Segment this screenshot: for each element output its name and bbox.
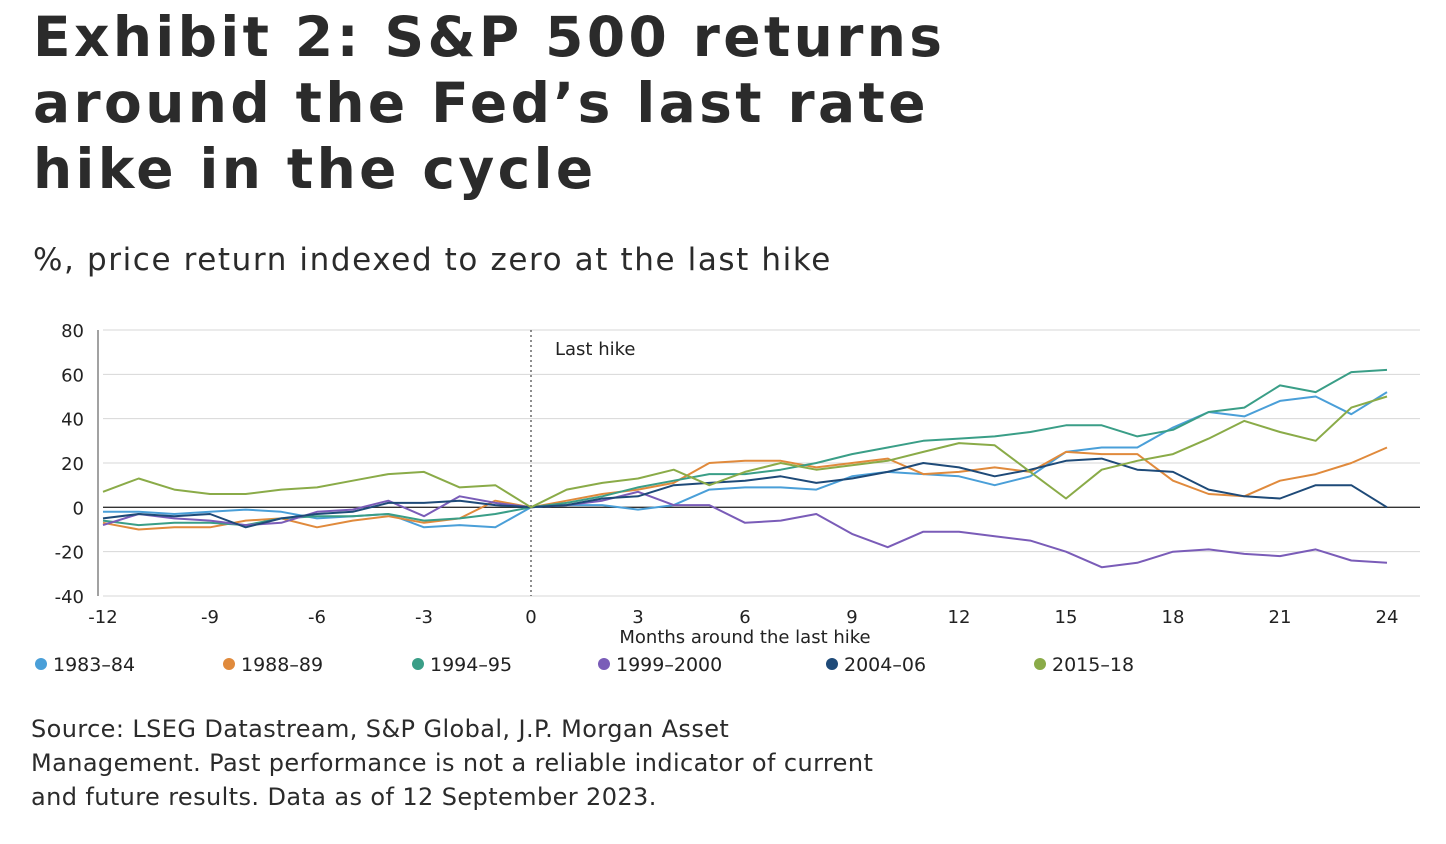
legend-label: 2004–06 [844,654,926,676]
x-tick-label: -6 [308,607,326,628]
y-tick-label: 40 [61,410,84,431]
source-line-3: and future results. Data as of 12 Septem… [31,783,657,811]
legend-label: 1999–2000 [616,654,722,676]
legend-item: 2015–18 [1034,654,1134,676]
series-line-1983–84 [103,391,1388,529]
source-note: Source: LSEG Datastream, S&P Global, J.P… [31,712,1411,814]
y-tick-label: -40 [55,587,84,608]
source-line-2: Management. Past performance is not a re… [31,749,874,777]
y-tick-label: 20 [61,454,84,475]
legend: 1983–84 1988–89 1994–95 1999–2000 2004–06 201… [35,654,1134,676]
x-tick-label: 3 [632,607,643,628]
legend-label: 1994–95 [430,654,512,676]
line-chart: -40 -20 0 20 40 60 80 -12 -9 -6 -3 0 3 6 9 12 15 18 21 24 Mo… [35,321,1420,676]
series-line-1994–95 [102,368,1388,527]
series-line-1988–89 [102,446,1388,531]
legend-item: 1994–95 [412,654,512,676]
legend-item: 2004–06 [826,654,926,676]
series-line-2015–18 [102,395,1388,509]
y-tick-label: 80 [61,321,84,342]
legend-marker [1034,658,1046,670]
legend-marker [826,658,838,670]
legend-marker [35,658,47,670]
x-tick-label: -3 [415,607,433,628]
series-line-1999–2000 [102,490,1388,569]
title-line-3: hike in the cycle [33,137,597,201]
legend-marker [598,658,610,670]
legend-item: 1988–89 [223,654,323,676]
x-tick-label: -9 [201,607,219,628]
legend-marker [223,658,235,670]
x-tick-label: 6 [739,607,750,628]
legend-item: 1999–2000 [598,654,722,676]
y-tick-label: 0 [73,498,84,519]
legend-marker [412,658,424,670]
legend-item: 1983–84 [35,654,135,676]
legend-label: 2015–18 [1052,654,1134,676]
x-tick-label: 9 [846,607,857,628]
x-tick-label: 0 [525,607,536,628]
chart-subtitle: %, price return indexed to zero at the l… [33,242,832,278]
source-line-1: Source: LSEG Datastream, S&P Global, J.P… [31,715,730,743]
series-line-2004–06 [102,457,1388,529]
x-tick-label: 15 [1055,607,1078,628]
last-hike-label: Last hike [555,339,635,360]
x-tick-label: 24 [1376,607,1399,628]
x-tick-label: 12 [948,607,971,628]
x-axis-title: Months around the last hike [619,627,870,648]
title-line-2: around the Fed’s last rate [33,71,929,135]
legend-label: 1988–89 [241,654,323,676]
y-tick-label: 60 [61,365,84,386]
y-tick-label: -20 [55,543,84,564]
x-tick-label: 21 [1269,607,1292,628]
x-tick-label: 18 [1162,607,1185,628]
title-line-1: Exhibit 2: S&P 500 returns [33,5,946,69]
x-tick-label: -12 [88,607,117,628]
legend-label: 1983–84 [53,654,135,676]
chart-title: Exhibit 2: S&P 500 returns around the Fe… [33,4,1413,202]
